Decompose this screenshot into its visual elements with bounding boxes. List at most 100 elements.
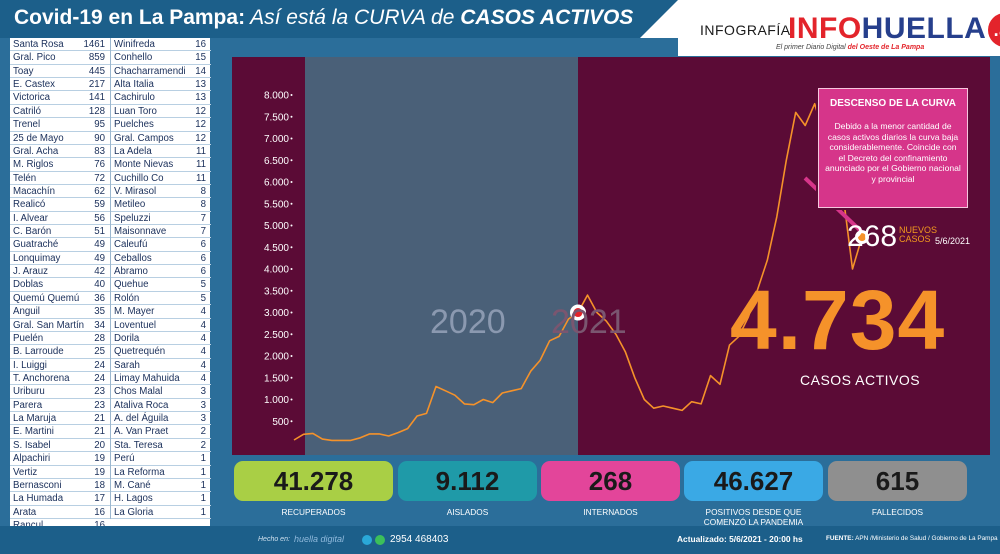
title-bold-italic: CASOS ACTIVOS (460, 6, 634, 29)
table-row: Lonquimay 49 (10, 252, 110, 266)
table-row: H. Lagos 1 (111, 492, 211, 506)
locality-count: 2 (200, 439, 206, 451)
table-row: Gral. Campos 12 (111, 132, 211, 145)
locality-name: Gral. Pico (13, 52, 56, 64)
table-row: Limay Mahuida 4 (111, 372, 211, 386)
locality-name: M. Riglos (13, 159, 54, 171)
table-row: Metileo 8 (111, 198, 211, 212)
table-row: La Gloria 1 (111, 506, 211, 519)
locality-count: 23 (94, 386, 105, 398)
table-row: Winifreda 16 (111, 38, 211, 52)
locality-count: 59 (94, 199, 105, 211)
y-tick-label: 7.500 (264, 112, 289, 123)
active-cases-total: 4.734 (730, 273, 946, 367)
locality-count: 36 (94, 292, 105, 304)
locality-name: Conhello (114, 52, 153, 64)
locality-count: 95 (94, 119, 105, 131)
locality-count: 76 (94, 159, 105, 171)
table-row: Monte Nievas 11 (111, 158, 211, 172)
locality-name: I. Alvear (13, 212, 48, 224)
table-row: Perú 1 (111, 452, 211, 466)
locality-count: 2 (200, 426, 206, 438)
locality-name: B. Larroude (13, 346, 64, 358)
locality-count: 12 (195, 132, 206, 144)
table-row: Guatraché 49 (10, 238, 110, 252)
source-text: APN /Ministerio de Salud / Gobierno de L… (853, 535, 998, 542)
brand-logo[interactable]: INFOHUELLA.ar (788, 12, 1000, 48)
localities-column-2: Winifreda 16 Conhello 15 Chacharramendi 14 Alt… (110, 38, 211, 519)
locality-count: 1 (200, 479, 206, 491)
table-row: Puelén 28 (10, 332, 110, 346)
locality-name: Metileo (114, 199, 146, 211)
table-row: Cachirulo 13 (111, 91, 211, 105)
locality-count: 34 (94, 319, 105, 331)
table-row: Rolón 5 (111, 292, 211, 306)
locality-count: 3 (200, 399, 206, 411)
y-tick-dot (290, 246, 293, 249)
table-row: Trenel 95 (10, 118, 110, 132)
locality-name: Ataliva Roca (114, 399, 169, 411)
table-row: La Maruja 21 (10, 412, 110, 426)
locality-count: 90 (94, 132, 105, 144)
y-tick-label: 8.000 (264, 91, 289, 102)
locality-name: Dorila (114, 332, 140, 344)
year-2020-label: 2020 (430, 303, 506, 341)
locality-name: Catriló (13, 105, 41, 117)
table-row: Arata 16 (10, 506, 110, 519)
table-row: Sta. Teresa 2 (111, 439, 211, 453)
locality-name: Abramo (114, 266, 148, 278)
telegram-icon[interactable] (362, 535, 372, 545)
locality-count: 1 (200, 493, 206, 505)
locality-count: 1461 (83, 39, 105, 50)
locality-count: 16 (195, 39, 206, 50)
locality-name: Guatraché (13, 239, 59, 251)
table-row: Quehue 5 (111, 278, 211, 292)
stat-fallecidos-label: FALLECIDOS (871, 507, 924, 517)
table-row: Caleufú 6 (111, 238, 211, 252)
whatsapp-icon[interactable] (375, 535, 385, 545)
locality-name: Rolón (114, 292, 140, 304)
locality-name: Puelén (13, 332, 44, 344)
locality-count: 5 (200, 292, 206, 304)
table-row: Alta Italia 13 (111, 78, 211, 92)
table-row: Quemú Quemú 36 (10, 292, 110, 306)
title-bold: Covid-19 en La Pampa: (14, 6, 246, 29)
y-tick-label: 6.000 (264, 178, 289, 189)
locality-name: M. Cané (114, 479, 151, 491)
locality-count: 19 (94, 453, 105, 465)
locality-name: A. Van Praet (114, 426, 169, 438)
table-row: Uriburu 23 (10, 385, 110, 399)
locality-count: 6 (200, 252, 206, 264)
locality-name: Vertiz (13, 466, 38, 478)
table-row: A. del Águila 3 (111, 412, 211, 426)
locality-name: T. Anchorena (13, 372, 70, 384)
y-tick-dot (290, 311, 293, 314)
locality-count: 56 (94, 212, 105, 224)
year-2021-label: 2021 (551, 303, 627, 341)
year-2020-band (305, 57, 578, 455)
locality-count: 28 (94, 332, 105, 344)
callout-title: DESCENSO DE LA CURVA (830, 98, 956, 109)
locality-name: La Gloria (114, 506, 154, 518)
stat-recuperados-label: RECUPERADOS (281, 507, 346, 517)
locality-count: 8 (200, 185, 206, 197)
y-tick-label: 4.000 (264, 265, 289, 276)
locality-name: Perú (114, 453, 135, 465)
table-row: Gral. Pico 859 (10, 51, 110, 65)
new-cases-label-2: CASOS (899, 234, 931, 244)
y-tick-dot (290, 137, 293, 140)
locality-count: 128 (88, 105, 105, 117)
table-row: Catriló 128 (10, 105, 110, 119)
locality-count: 1 (200, 466, 206, 478)
locality-name: Arata (13, 506, 37, 518)
tagline-part1: El primer Diario Digital (776, 44, 848, 51)
huella-digital-brand[interactable]: huella digital (294, 534, 345, 544)
footer: Hecho en: huella digital 2954 468403 Act… (0, 526, 1000, 554)
locality-count: 4 (200, 359, 206, 371)
table-row: Maisonnave 7 (111, 225, 211, 239)
locality-count: 14 (195, 65, 206, 77)
y-tick-label: 4.500 (264, 243, 289, 254)
locality-name: Telén (13, 172, 37, 184)
contact-phone[interactable]: 2954 468403 (390, 534, 449, 545)
locality-count: 141 (88, 92, 105, 104)
